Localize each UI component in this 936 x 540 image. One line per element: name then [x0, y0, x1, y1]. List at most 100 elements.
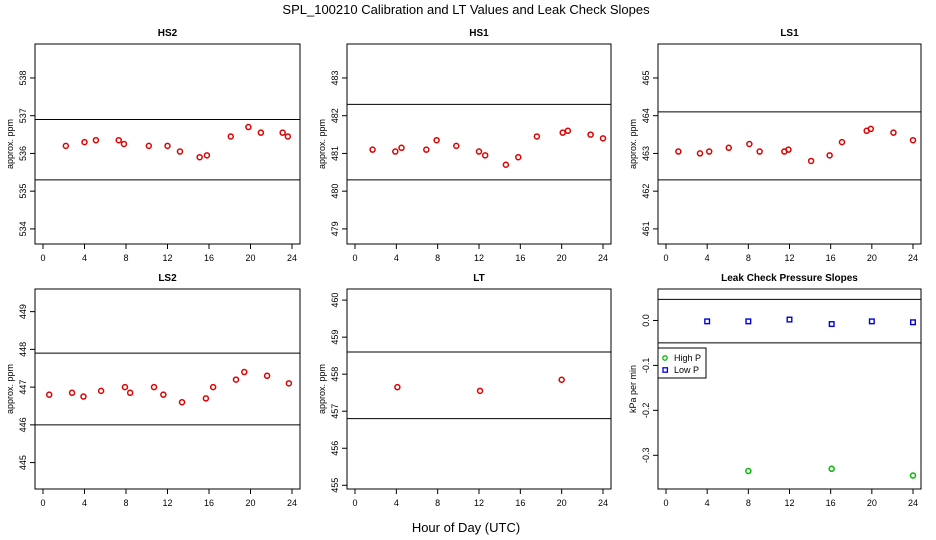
chart-panel: HS1 0 4 8 12 16 20 24 479 480 481 482 483 approx. ppm — [317, 28, 612, 263]
y-axis-label: kPa per min — [628, 365, 638, 413]
data-point — [227, 133, 235, 140]
legend-box — [657, 347, 707, 379]
data-point — [826, 152, 833, 159]
y-axis-label: approx. ppm — [317, 364, 327, 414]
y-tick-label: 480 — [330, 184, 340, 199]
x-tick-label: 16 — [826, 253, 836, 263]
data-point — [392, 148, 399, 155]
data-point — [279, 129, 286, 136]
x-tick-label: 0 — [40, 498, 45, 508]
data-point — [746, 140, 753, 148]
data-point — [559, 129, 566, 136]
y-tick-label: 448 — [18, 342, 28, 357]
data-point — [828, 465, 835, 473]
data-point — [257, 129, 265, 136]
data-point — [481, 152, 489, 159]
data-point — [756, 148, 763, 155]
data-point — [68, 389, 76, 397]
data-point — [476, 387, 484, 395]
data-point — [202, 395, 210, 402]
x-tick-label: 8 — [746, 498, 751, 508]
data-point — [696, 150, 704, 157]
x-tick-label: 24 — [598, 498, 608, 508]
x-tick-label: 8 — [435, 253, 440, 263]
figure-title: SPL_100210 Calibration and LT Values and… — [282, 2, 650, 17]
data-point — [62, 142, 70, 150]
y-tick-label: 447 — [18, 380, 28, 395]
y-tick-label: 482 — [330, 108, 340, 123]
data-point — [423, 146, 430, 153]
y-tick-label: 465 — [641, 70, 651, 85]
x-tick-label: 12 — [784, 253, 794, 263]
x-tick-label: 16 — [204, 253, 214, 263]
x-tick-label: 20 — [245, 498, 255, 508]
x-tick-label: 4 — [705, 253, 710, 263]
x-tick-label: 0 — [663, 253, 668, 263]
data-point — [92, 136, 100, 144]
y-tick-label: 535 — [18, 184, 28, 199]
x-tick-label: 20 — [557, 498, 567, 508]
x-tick-label: 24 — [287, 253, 297, 263]
y-tick-label: 449 — [18, 304, 28, 319]
x-tick-label: 12 — [784, 498, 794, 508]
data-point — [890, 129, 897, 136]
data-point — [564, 127, 572, 135]
data-point — [176, 148, 184, 155]
x-tick-label: 0 — [40, 253, 45, 263]
y-tick-label: 446 — [18, 417, 28, 432]
data-point — [807, 157, 815, 165]
y-tick-label: 483 — [330, 70, 340, 85]
chart-panel: HS2 0 4 8 12 16 20 24 534 535 536 537 538 approx. ppm — [5, 28, 301, 263]
data-point — [909, 136, 917, 144]
x-tick-label: 16 — [515, 253, 525, 263]
x-tick-label: 20 — [245, 253, 255, 263]
data-point — [745, 318, 752, 325]
y-tick-label: 463 — [641, 146, 651, 161]
data-point — [178, 398, 186, 406]
data-point — [196, 153, 203, 161]
x-tick-label: 24 — [598, 253, 608, 263]
y-tick-label: 534 — [18, 221, 28, 236]
x-tick-label: 8 — [435, 498, 440, 508]
y-tick-label: 479 — [330, 221, 340, 236]
panel-title: LS2 — [158, 273, 177, 284]
data-point — [453, 142, 460, 150]
data-point — [868, 318, 875, 325]
data-point — [160, 391, 167, 398]
data-point — [126, 389, 134, 397]
data-point — [398, 144, 405, 152]
panels: HS2 0 4 8 12 16 20 24 534 535 536 537 538 approx. ppm… — [5, 28, 922, 508]
y-tick-label: 445 — [18, 455, 28, 470]
panel-title: LS1 — [780, 28, 799, 39]
data-point — [284, 133, 292, 140]
x-tick-label: 16 — [515, 498, 525, 508]
data-point — [705, 148, 713, 155]
panel-title: Leak Check Pressure Slopes — [721, 273, 858, 284]
x-tick-label: 8 — [123, 498, 128, 508]
panel-title: HS1 — [469, 28, 489, 39]
y-tick-label: 458 — [330, 367, 340, 382]
y-tick-label: 457 — [330, 404, 340, 419]
data-point — [120, 140, 128, 148]
chart-panel: LS1 0 4 8 12 16 20 24 461 462 463 464 465 approx. ppm — [628, 28, 922, 263]
x-tick-label: 0 — [663, 498, 668, 508]
y-tick-label: 538 — [18, 70, 28, 85]
y-tick-label: 460 — [330, 293, 340, 308]
data-point — [150, 383, 158, 391]
y-tick-label: 481 — [330, 146, 340, 161]
y-tick-label: 537 — [18, 108, 28, 123]
x-tick-label: 16 — [204, 498, 214, 508]
chart-panel: LT 0 4 8 12 16 20 24 455 456 457 458 459 460 approx. p… — [317, 273, 612, 508]
data-point — [502, 161, 510, 169]
data-point — [394, 383, 401, 391]
data-point — [838, 138, 846, 146]
data-point — [533, 133, 541, 140]
x-tick-label: 12 — [474, 498, 484, 508]
chart-panel: LS2 0 4 8 12 16 20 24 445 446 447 448 449 approx. ppm — [5, 273, 301, 508]
y-axis-label: approx. ppm — [628, 119, 638, 169]
data-point — [263, 372, 271, 380]
data-point — [232, 376, 240, 383]
y-tick-label: -0.3 — [641, 448, 651, 464]
data-point — [97, 387, 105, 395]
